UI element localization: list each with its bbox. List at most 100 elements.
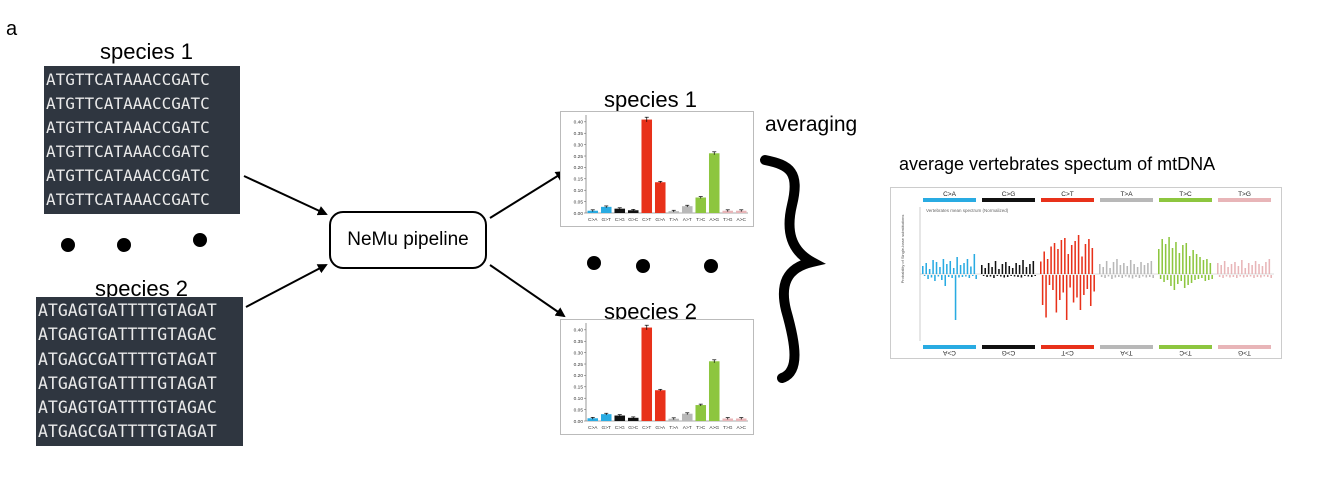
bar-down	[1131, 275, 1134, 279]
category-strip-top	[1218, 198, 1271, 202]
bar-up	[959, 265, 962, 274]
bar	[627, 417, 639, 421]
bar-down	[1000, 275, 1002, 277]
bar-up	[1032, 261, 1035, 274]
bar-down	[968, 275, 971, 278]
sequence-line: ATGAGTGATTTTGTAGAT	[38, 301, 217, 320]
bar-up	[1150, 261, 1153, 274]
bar-up	[1005, 262, 1007, 274]
bar	[641, 327, 653, 421]
x-tick-label: G>A	[655, 425, 666, 431]
bar-up	[1105, 261, 1108, 274]
x-tick-label: C>T	[642, 217, 651, 223]
arrow-species1-to-pipeline	[243, 175, 328, 216]
bar-down	[993, 275, 995, 278]
bar-down	[1170, 275, 1172, 286]
bar-up	[1081, 256, 1083, 274]
bar	[735, 210, 747, 213]
x-tick-label: T>A	[669, 217, 679, 223]
bar-down	[1086, 275, 1089, 289]
x-tick-label: T>G	[723, 425, 733, 431]
bar-up	[1084, 244, 1087, 274]
spectrum-1-title: species 1	[604, 87, 697, 112]
bar-down	[958, 275, 960, 278]
bar-up	[1123, 263, 1125, 274]
y-tick-label: 0.05	[574, 407, 584, 413]
bar-down	[1062, 275, 1065, 293]
bar-down	[927, 275, 929, 279]
bar-up	[1185, 243, 1188, 274]
bar-down	[1059, 275, 1061, 300]
bar-up	[1178, 253, 1181, 274]
bar-up	[1088, 239, 1090, 274]
bar-up	[1244, 268, 1247, 274]
species-2-label: species 2	[95, 276, 188, 301]
bar-down	[1236, 275, 1238, 278]
bar-down	[1180, 275, 1183, 281]
bar-down	[1027, 275, 1030, 277]
bar-down	[1020, 275, 1023, 278]
bar-up	[1102, 267, 1104, 274]
bar-up	[1046, 259, 1049, 274]
bar-up	[925, 263, 927, 274]
bar-down	[982, 275, 985, 276]
bar-up	[1143, 265, 1146, 274]
y-tick-label: 0.35	[574, 339, 584, 345]
bar-down	[1263, 275, 1266, 277]
arrow-pipeline-to-spectrum1	[489, 170, 566, 219]
bar-up	[1161, 239, 1163, 274]
bar-up	[1136, 267, 1139, 274]
bar-up	[1206, 259, 1208, 274]
bar	[654, 182, 666, 213]
ellipsis-dot	[117, 238, 131, 252]
bar-down	[1104, 275, 1106, 278]
bar-down	[947, 275, 950, 277]
bar	[614, 415, 626, 421]
category-label-bottom: T>C	[1179, 349, 1192, 356]
bar	[722, 210, 734, 213]
bar-down	[1211, 275, 1213, 279]
bar-down	[1266, 275, 1269, 277]
bar-up	[1234, 262, 1236, 274]
bar-up	[1060, 240, 1063, 274]
bar-down	[1107, 275, 1110, 277]
category-label-bottom: C>A	[942, 349, 955, 356]
bar-up	[1168, 237, 1170, 274]
category-label-top: C>G	[1002, 191, 1016, 198]
sequence-line: ATGAGTGATTTTGTAGAC	[38, 398, 217, 418]
bar-down	[1072, 275, 1075, 303]
sequence-line: ATGAGTGATTTTGTAGAT	[38, 373, 217, 393]
bar-up	[1251, 265, 1253, 274]
category-strip-top	[1041, 198, 1094, 202]
bar-down	[1246, 275, 1248, 277]
bar-down	[1128, 275, 1130, 278]
bar-down	[1135, 275, 1137, 277]
bar-up	[956, 257, 958, 274]
category-label-top: C>A	[943, 191, 956, 198]
sequence-line: ATGAGCGATTTTGTAGAT	[38, 422, 217, 442]
bar-up	[1015, 263, 1017, 274]
bar-up	[1182, 245, 1184, 274]
bar-down	[1118, 275, 1120, 277]
bar-down	[1177, 275, 1179, 284]
bar-up	[1133, 264, 1135, 274]
x-tick-label: A>C	[737, 217, 747, 223]
bar-up	[1091, 248, 1094, 274]
arrow-species2-to-pipeline	[245, 264, 328, 308]
bar-down	[971, 275, 974, 276]
y-tick-label: 0.25	[574, 362, 584, 368]
bar-up	[987, 263, 990, 274]
bar-down	[1024, 275, 1026, 276]
species-2-alignment: ATGAGTGATTTTGTAGAT ATGAGTGATTTTGTAGAC AT…	[36, 297, 243, 446]
bar-up	[932, 260, 934, 274]
bar	[695, 405, 707, 421]
bar-up	[939, 267, 941, 274]
bar-down	[996, 275, 999, 276]
x-tick-label: C>G	[615, 425, 625, 431]
y-tick-label: 0.25	[574, 154, 584, 160]
y-axis-label: Probability of Single-base substitutions	[900, 215, 905, 284]
bar-down	[954, 275, 957, 320]
bar	[600, 206, 612, 213]
bar-up	[966, 259, 969, 274]
bar	[587, 210, 599, 213]
